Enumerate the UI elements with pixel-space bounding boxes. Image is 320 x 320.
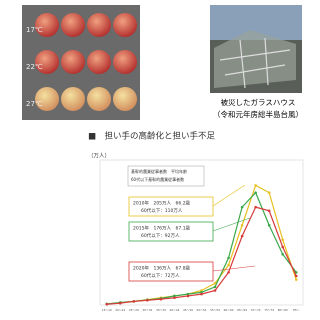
x-tick-label: 45～49 [183,308,193,312]
series-note: 60代以下：72万人 [141,272,180,279]
leader-line [213,266,255,271]
data-point [281,246,284,249]
data-point [227,257,230,260]
data-point [268,224,271,227]
data-point [254,206,257,209]
heading: ■ 担い手の高齢化と担い手不足 [88,131,216,142]
caption: （令和元年房総半島台風） [213,109,303,119]
legend-note: 60代以下基幹的農業従事者数 [131,176,184,182]
x-tick-label: 30～34 [142,308,152,312]
data-point [200,293,203,296]
page-canvas: 17℃ 22℃ 27℃ 被災したガラスハウス （令和元年房総半島台風） ■ 担い手の… [0,0,310,316]
data-point [268,209,271,212]
x-tick-label: 35～39 [156,308,166,312]
caption: 被災したガラスハウス [221,97,296,107]
data-point [146,299,149,302]
x-tick-label: 15～19 [102,308,112,312]
data-point [227,264,230,267]
series-name: 2015年 176万人 67.1歳 [133,225,191,232]
series-note: 60代以下：110万人 [141,207,183,214]
data-point [187,295,190,298]
x-tick-label: 55～59 [210,308,220,312]
data-point [227,271,230,274]
data-point [254,184,257,187]
x-tick-label: 85～ [293,308,300,312]
data-point [119,302,122,305]
x-tick-label: 80～84 [278,308,288,312]
x-tick-label: 70～74 [251,308,261,312]
data-point [173,296,176,299]
series-name: 2020年 136万人 67.8歳 [133,265,191,272]
data-point [133,300,136,303]
data-point [160,298,163,301]
apple [87,87,111,111]
x-tick-label: 60～64 [224,308,234,312]
data-point [295,278,298,281]
apple [87,50,111,74]
apple [61,50,85,74]
x-tick-label: 20～24 [115,308,125,312]
x-tick-label: 75～79 [264,308,274,312]
apple-photo: 17℃ 22℃ 27℃ [22,5,140,120]
temperature-label: 17℃ [26,26,43,34]
apple [113,87,137,111]
apple [113,50,137,74]
data-point [214,286,217,289]
apple [87,13,111,37]
data-point [295,275,298,278]
temperature-label: 27℃ [26,100,43,108]
x-tick-label: 65～69 [237,308,247,312]
data-point [241,224,244,227]
data-point [254,191,257,194]
y-axis-label: （万人） [88,153,110,160]
data-point [105,303,108,306]
leader-line [213,218,250,231]
x-tick-label: 25～29 [129,308,139,312]
apple [113,13,137,37]
data-point [268,191,271,194]
data-point [281,253,284,256]
data-point [281,238,284,241]
data-point [241,235,244,238]
x-tick-label: 40～44 [169,308,179,312]
apple [61,87,85,111]
data-point [241,206,244,209]
legend-note: 基幹的農業従事者数 平均年齢 [131,168,187,174]
x-tick-label: 50～54 [197,308,207,312]
greenhouse-photo [210,5,302,93]
leader-line [213,185,245,206]
series-name: 2010年 205万人 66.2歳 [133,200,191,207]
page: {"photos": {"apple_labels": ["17℃", "22℃… [0,0,310,316]
temperature-label: 22℃ [26,63,43,71]
apple [61,13,85,37]
series-note: 60代以下：92万人 [141,232,180,239]
data-point [214,289,217,292]
